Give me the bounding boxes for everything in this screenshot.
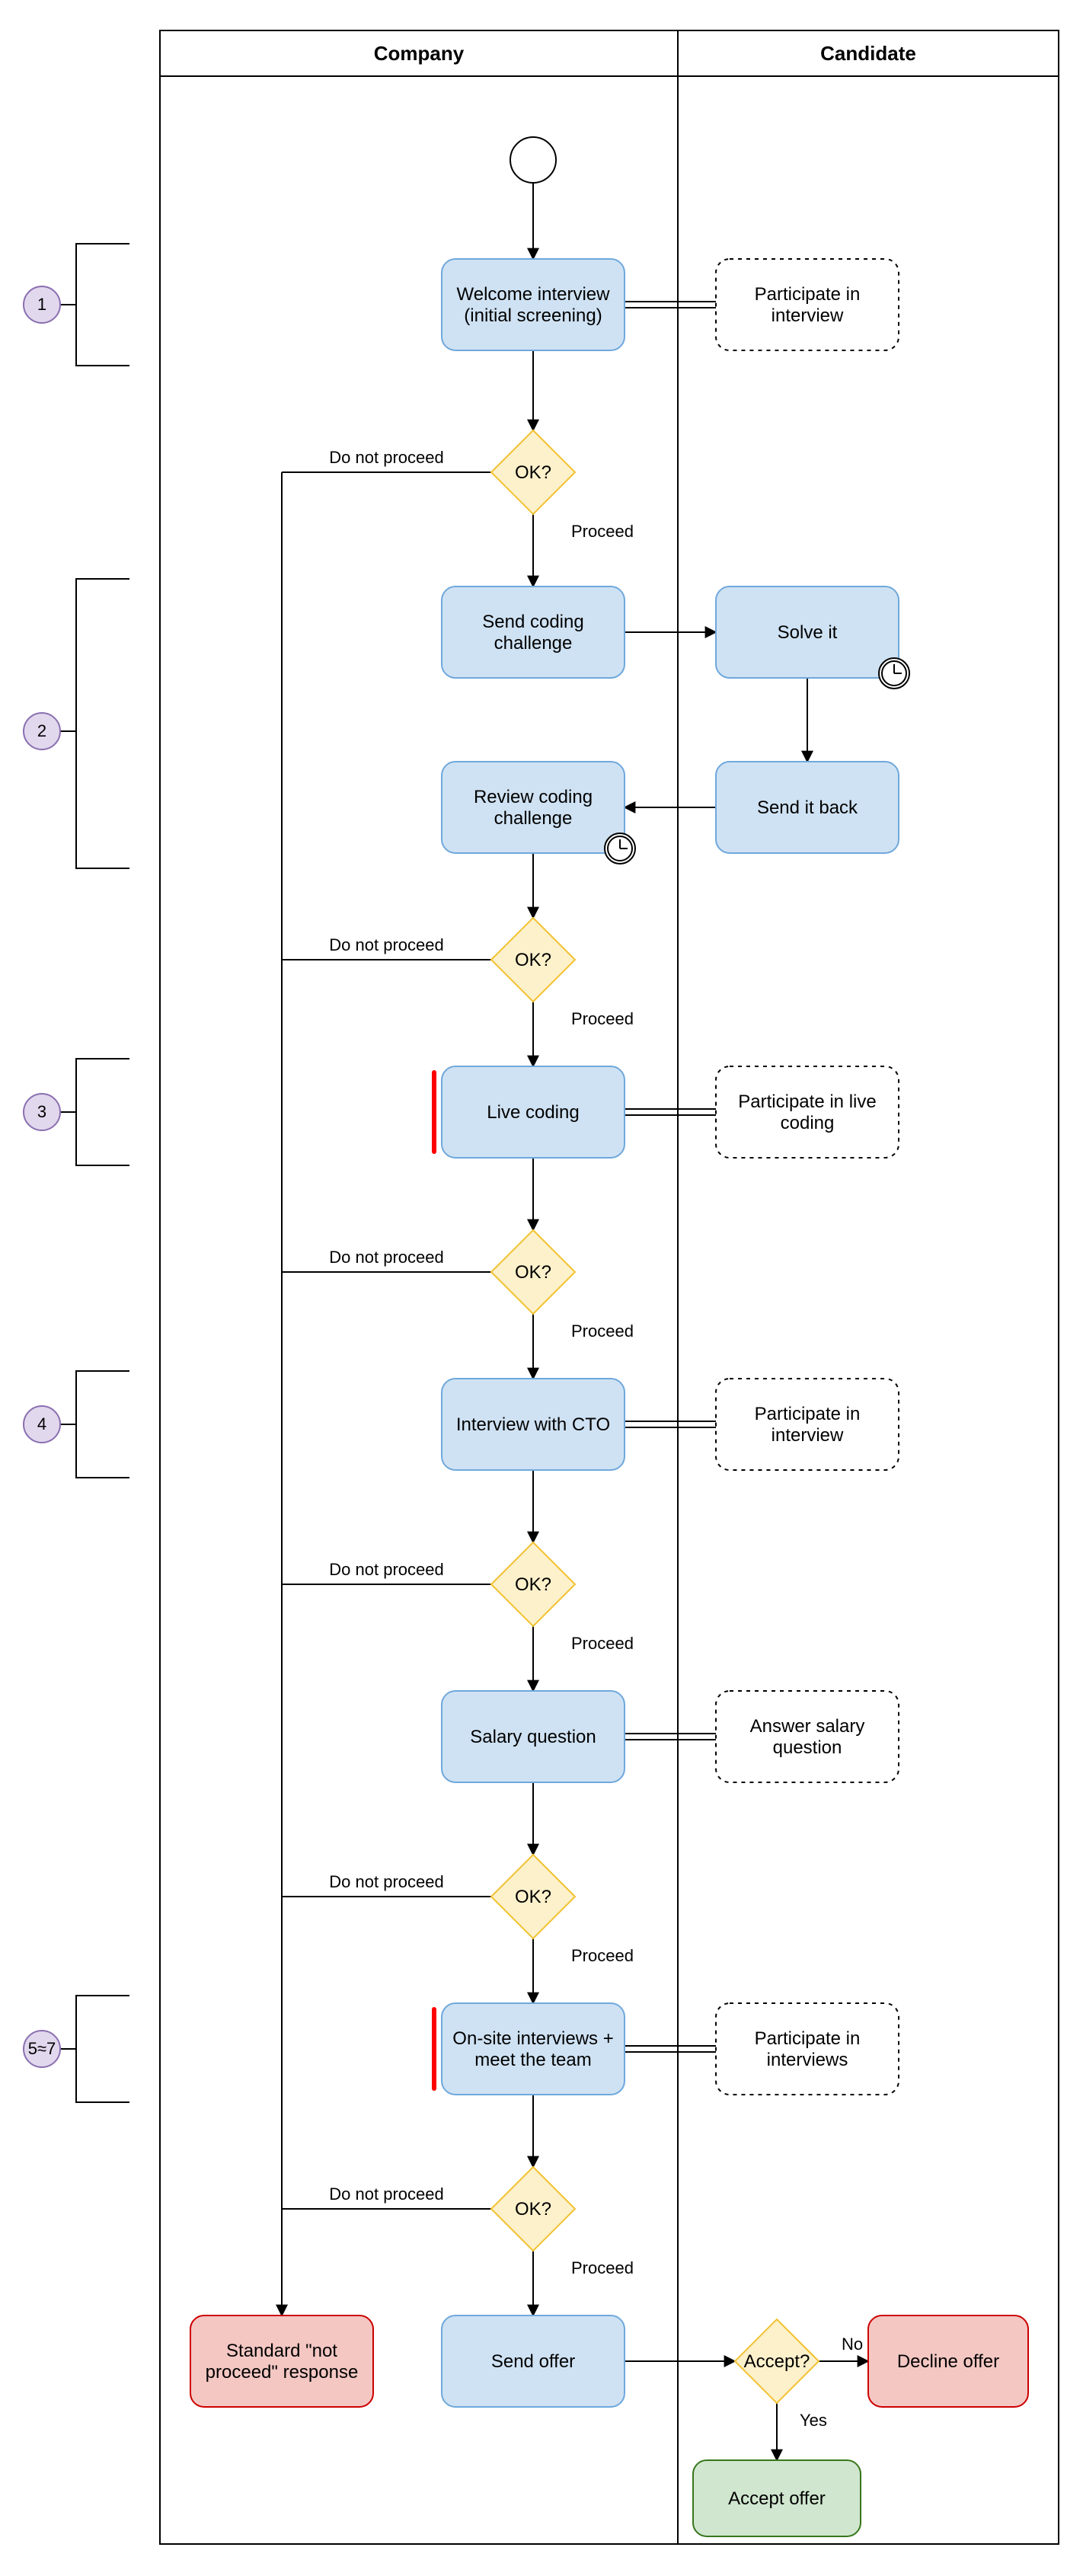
node-label-line: Interview with CTO xyxy=(456,1414,610,1435)
node-d5: OK? xyxy=(491,1855,575,1938)
node-p_salary: Answer salaryquestion xyxy=(716,1691,899,1782)
step-badge-label: 5≈7 xyxy=(28,2039,56,2058)
edge-label: Proceed xyxy=(571,522,634,541)
node-p_onsite: Participate ininterviews xyxy=(716,2003,899,2095)
node-p_cto: Participate ininterview xyxy=(716,1379,899,1470)
edge-label-reject: Do not proceed xyxy=(329,1560,443,1579)
node-label-line: meet the team xyxy=(474,2050,591,2070)
node-label-line: interviews xyxy=(767,2050,848,2070)
node-label-line: Live coding xyxy=(487,1102,579,1123)
edge-label: Proceed xyxy=(571,1946,634,1965)
node-label-line: Review coding xyxy=(474,787,593,807)
node-d3: OK? xyxy=(491,1230,575,1314)
node-label-line: Decline offer xyxy=(897,2351,999,2372)
node-label-line: Welcome interview xyxy=(457,284,611,305)
swimlane: Company Candidate xyxy=(160,30,1059,2544)
node-label-line: Participate in xyxy=(755,2028,861,2049)
step-badge-3: 3 xyxy=(24,1059,129,1165)
node-cto: Interview with CTO xyxy=(442,1379,625,1470)
node-p_welcome: Participate ininterview xyxy=(716,259,899,350)
node-label-line: Accept? xyxy=(744,2351,810,2372)
step-badge-label: 3 xyxy=(37,1102,46,1121)
node-d4: OK? xyxy=(491,1542,575,1626)
step-badge-4: 4 xyxy=(24,1371,129,1478)
edge-label: Proceed xyxy=(571,1634,634,1653)
node-label-line: Solve it xyxy=(778,622,838,643)
edge-label-reject: Do not proceed xyxy=(329,1248,443,1267)
node-label-line: Salary question xyxy=(470,1727,596,1747)
node-label-line: Send it back xyxy=(757,797,858,818)
node-label-line: Participate in live xyxy=(738,1091,876,1112)
edge-label: Yes xyxy=(800,2411,827,2430)
step-badge-2: 2 xyxy=(24,579,129,868)
edges: Proceed Proceed Proceed Proceed Proceed Proce… xyxy=(282,183,868,2460)
node-label-line: interview xyxy=(772,305,844,326)
node-send_ch: Send codingchallenge xyxy=(442,586,625,678)
flowchart-svg: CompanyCandidate12345≈7ProceedProceedPro… xyxy=(0,0,1083,2576)
step-badge-5≈7: 5≈7 xyxy=(24,1996,129,2102)
node-solve: Solve it xyxy=(716,586,909,689)
step-badge-label: 4 xyxy=(37,1414,46,1433)
node-label-line: Send coding xyxy=(482,612,583,632)
node-label-line: Answer salary xyxy=(750,1716,865,1737)
edge-label-reject: Do not proceed xyxy=(329,2184,443,2204)
edge-label: Proceed xyxy=(571,2258,634,2277)
node-label-line: question xyxy=(773,1737,842,1758)
node-label-line: proceed" response xyxy=(206,2362,359,2383)
node-label-line: On-site interviews + xyxy=(452,2028,613,2049)
node-d1: OK? xyxy=(491,430,575,514)
edge-label-reject: Do not proceed xyxy=(329,448,443,467)
node-label-line: challenge xyxy=(494,808,573,829)
node-label-line: Standard "not xyxy=(226,2341,337,2361)
node-label-line: Send offer xyxy=(491,2351,575,2372)
node-salary: Salary question xyxy=(442,1691,625,1782)
lane-header-company: Company xyxy=(374,42,465,65)
node-review: Review codingchallenge xyxy=(442,762,635,864)
step-badge-label: 2 xyxy=(37,721,46,740)
edge-label-reject: Do not proceed xyxy=(329,935,443,954)
node-label-line: OK? xyxy=(515,1574,551,1595)
edge-label: No xyxy=(842,2335,863,2354)
step-badge-1: 1 xyxy=(24,244,129,366)
node-label-line: Participate in xyxy=(755,284,861,305)
node-sendback: Send it back xyxy=(716,762,899,853)
node-label-line: challenge xyxy=(494,633,573,654)
node-start xyxy=(510,137,556,183)
node-d_accept: Accept? xyxy=(735,2319,819,2403)
edge-label-reject: Do not proceed xyxy=(329,1872,443,1891)
node-label-line: OK? xyxy=(515,950,551,970)
node-label-line: Accept offer xyxy=(728,2488,826,2509)
edge-label: Proceed xyxy=(571,1322,634,1341)
node-label-line: interview xyxy=(772,1425,844,1446)
node-reject_std: Standard "notproceed" response xyxy=(190,2316,373,2407)
node-label-line: OK? xyxy=(515,1262,551,1283)
node-label-line: (initial screening) xyxy=(464,305,602,326)
node-offer: Send offer xyxy=(442,2316,625,2407)
node-decline: Decline offer xyxy=(868,2316,1028,2407)
lane-header-candidate: Candidate xyxy=(820,42,916,65)
flowchart: CompanyCandidate12345≈7ProceedProceedPro… xyxy=(0,0,1083,2576)
node-label-line: OK? xyxy=(515,2199,551,2220)
edge-label: Proceed xyxy=(571,1009,634,1028)
node-d6: OK? xyxy=(491,2167,575,2251)
node-live: Live coding xyxy=(434,1066,625,1158)
node-d2: OK? xyxy=(491,918,575,1002)
node-label-line: OK? xyxy=(515,1887,551,1907)
node-p_live: Participate in livecoding xyxy=(716,1066,899,1158)
step-badge-label: 1 xyxy=(37,295,46,314)
node-welcome: Welcome interview(initial screening) xyxy=(442,259,625,350)
node-label-line: Participate in xyxy=(755,1404,861,1424)
node-accept: Accept offer xyxy=(693,2460,861,2536)
node-onsite: On-site interviews +meet the team xyxy=(434,2003,625,2095)
node-label-line: coding xyxy=(781,1113,835,1133)
node-label-line: OK? xyxy=(515,462,551,483)
